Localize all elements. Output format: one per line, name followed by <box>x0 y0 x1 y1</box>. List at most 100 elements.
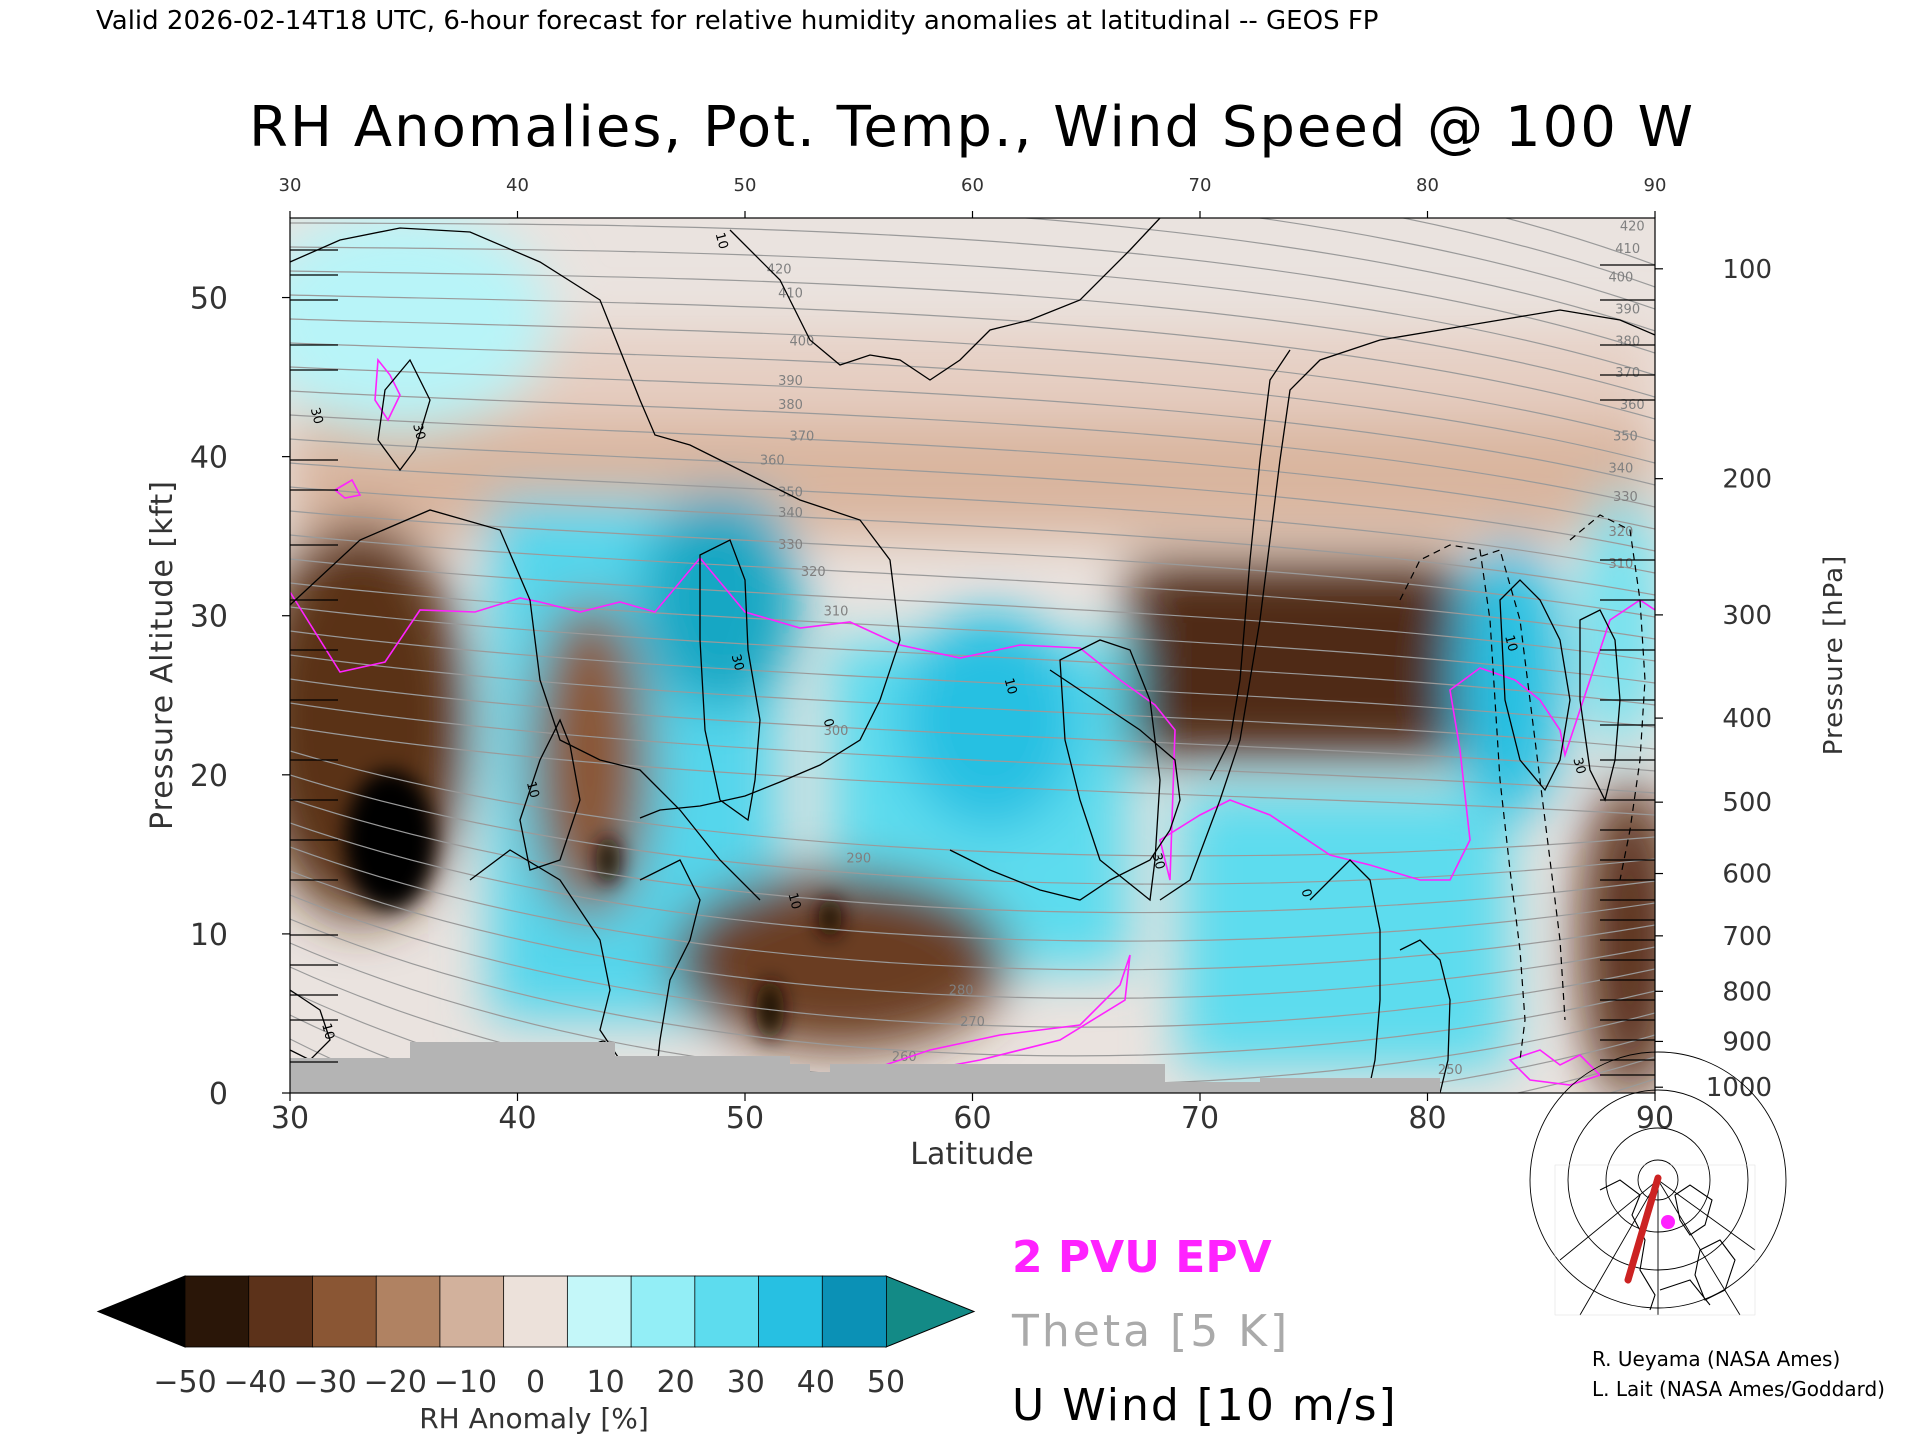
colorbar-label: RH Anomaly [%] <box>419 1402 649 1435</box>
u-wind-contour-10-upper <box>290 227 901 819</box>
y-left-tick-label: 0 <box>209 1077 228 1112</box>
y-right-tick-label: 100 <box>1722 255 1772 285</box>
theta-contour-line <box>290 918 1655 1057</box>
theta-contour-label: 360 <box>760 454 785 469</box>
u-wind-contour-30-right <box>1059 639 1161 902</box>
theta-contour-label: 320 <box>801 565 826 580</box>
rh-dry-52-lower <box>670 870 1010 1050</box>
x-top-tick-label: 30 <box>279 175 302 196</box>
theta-contour-line <box>290 414 1655 530</box>
colorbar-tick-label: 40 <box>797 1365 835 1400</box>
theta-contour-line <box>290 630 1655 728</box>
theta-contour-label: 370 <box>1615 366 1640 381</box>
colorbar-swatch <box>630 1275 696 1348</box>
x-top-tick-label: 80 <box>1416 175 1439 196</box>
u-wind-contour-label: 30 <box>728 653 747 673</box>
y-axis-label-right: Pressure [hPa] <box>1819 555 1849 756</box>
u-wind-contour-10-84 <box>1499 579 1571 792</box>
y-right-tick-label: 300 <box>1722 601 1772 631</box>
theta-contour-label: 380 <box>1615 334 1640 349</box>
theta-contour-line <box>290 342 1655 464</box>
u-wind-contour-label: 10 <box>318 1022 337 1042</box>
legend-u-wind: U Wind [10 m/s] <box>1012 1380 1398 1431</box>
theta-contour-line <box>290 558 1655 662</box>
u-wind-contour-10-56 <box>949 669 1181 901</box>
colorbar: −50 −40 −30 −20 −10 0 10 20 30 40 50 <box>96 1275 976 1400</box>
theta-contour-label: 340 <box>778 506 803 521</box>
rh-moist-83 <box>1455 540 1565 820</box>
colorbar-tick-label: 30 <box>727 1365 765 1400</box>
colorbar-over-arrow <box>885 1275 976 1348</box>
theta-contour-label: 350 <box>1613 430 1638 445</box>
theta-contour-line <box>290 966 1655 1093</box>
colorbar-swatch <box>439 1275 505 1348</box>
theta-contour-label: 410 <box>778 287 803 302</box>
terrain-mask <box>290 1042 1440 1093</box>
theta-contour-line <box>290 678 1655 772</box>
colorbar-tick-label: 20 <box>657 1365 695 1400</box>
valid-time-line: Valid 2026-02-14T18 UTC, 6-hour forecast… <box>96 6 1378 36</box>
u-wind-contour-0-70 <box>1159 309 1655 901</box>
colorbar-swatch <box>184 1275 250 1348</box>
inset-map-cross-section-line <box>1624 1174 1662 1284</box>
u-wind-contour-30-left <box>377 358 431 472</box>
x-tick-label: 40 <box>498 1101 536 1136</box>
colorbar-tick-label: −30 <box>294 1365 357 1400</box>
y-left-tick-label: 10 <box>190 918 228 953</box>
wind-barbs <box>290 249 1655 1076</box>
theta-contour-line <box>290 534 1655 640</box>
theta-contour-label: 270 <box>960 1015 985 1030</box>
rh-moist-upper-left <box>290 218 550 430</box>
theta-contour-line <box>290 438 1655 552</box>
rh-moist-core-62 <box>900 610 1080 830</box>
theta-contour-line <box>290 510 1655 618</box>
colorbar-swatch <box>758 1275 824 1348</box>
theta-contour-line <box>290 846 1655 971</box>
rh-min-33 <box>345 770 435 910</box>
y-right-tick-label: 800 <box>1722 977 1772 1007</box>
y-left-tick-label: 20 <box>190 759 228 794</box>
theta-contour-line <box>290 318 1655 442</box>
rh-min-44 <box>596 835 620 885</box>
u-wind-contour-neg-80 <box>1399 544 1526 1061</box>
y-right-tick-label: 500 <box>1722 788 1772 818</box>
inset-map <box>1529 1051 1787 1316</box>
legend: 2 PVU EPV Theta [5 K] U Wind [10 m/s] <box>1011 1232 1398 1431</box>
x-tick-label: 60 <box>953 1101 991 1136</box>
u-wind-contour-label: 30 <box>307 406 326 426</box>
u-wind-contour-label: 30 <box>1569 756 1588 776</box>
epv-2pvu-small-3 <box>1508 1049 1602 1086</box>
theta-contour-line <box>1018 218 1655 332</box>
u-wind-contour-label: 0 <box>1297 887 1314 899</box>
colorbar-tick-label: 10 <box>587 1365 625 1400</box>
x-tick-label: 30 <box>271 1101 309 1136</box>
x-tick-label: 70 <box>1181 1101 1219 1136</box>
y-right-tick-label: 700 <box>1722 922 1772 952</box>
u-wind-contour-10-72 <box>1209 349 1291 781</box>
theta-contour-line <box>290 582 1655 684</box>
chart-title: RH Anomalies, Pot. Temp., Wind Speed @ 1… <box>249 95 1695 160</box>
theta-contour-label: 330 <box>778 538 803 553</box>
theta-contour-label: 420 <box>1620 220 1645 235</box>
u-wind-contour-10-77 <box>1399 939 1451 1093</box>
theta-contour-line <box>290 246 1655 376</box>
y-right-tick-label: 1000 <box>1706 1073 1772 1103</box>
colorbar-swatch <box>312 1275 378 1348</box>
colorbar-tick-label: −20 <box>364 1365 427 1400</box>
u-wind-contour-label: 0 <box>820 717 837 729</box>
x-top-tick-label: 70 <box>1189 175 1212 196</box>
rh-dry-89 <box>1580 780 1655 1093</box>
u-wind-contour-labels: 10 30 30 10 300 10 10 30 10 0 0 10 30 <box>307 231 1588 1050</box>
theta-contour-label: 250 <box>1438 1063 1463 1078</box>
u-wind-contour-label: 30 <box>1148 851 1167 871</box>
theta-contour-label: 420 <box>767 263 792 278</box>
theta-contour-label: 340 <box>1608 462 1633 477</box>
u-wind-contour-label: 10 <box>523 780 542 800</box>
theta-contour-line <box>290 222 1655 354</box>
theta-contour-line <box>290 294 1655 420</box>
rh-moist-88 <box>1580 490 1655 750</box>
colorbar-tick-label: 0 <box>526 1365 545 1400</box>
theta-contour-line <box>290 462 1655 574</box>
x-axis-label: Latitude <box>910 1137 1033 1172</box>
